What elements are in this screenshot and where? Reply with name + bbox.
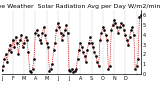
Title: Milwaukee Weather  Solar Radiation Avg per Day W/m2/minute: Milwaukee Weather Solar Radiation Avg pe… [0,4,160,9]
